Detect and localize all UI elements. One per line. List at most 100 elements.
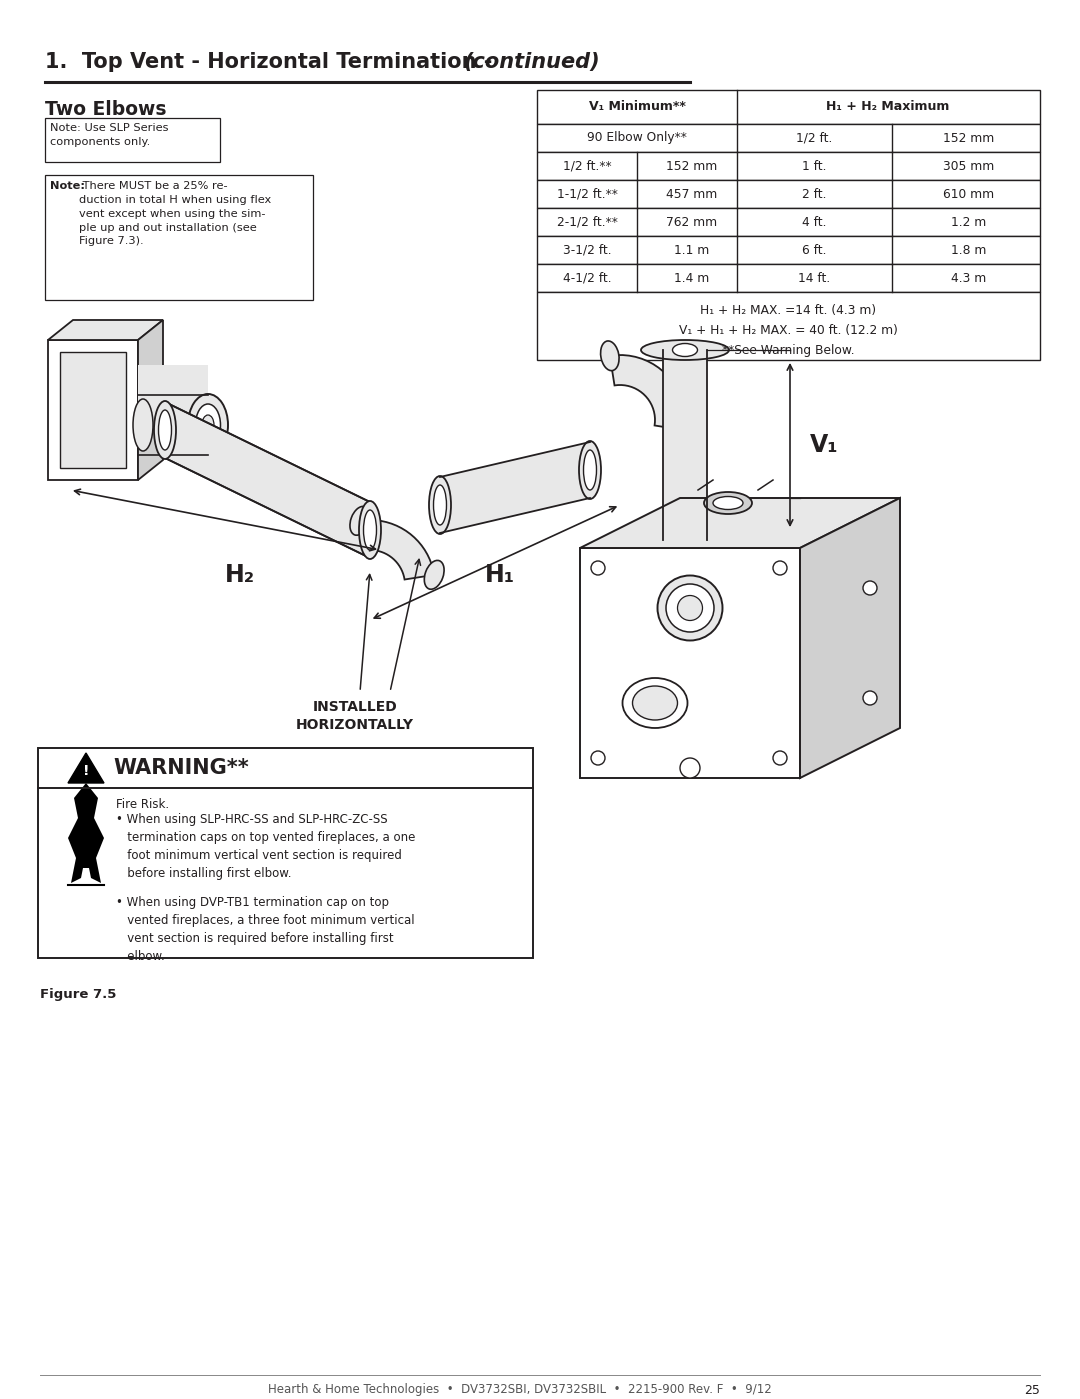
Text: 14 ft.: 14 ft. bbox=[798, 271, 831, 284]
Bar bbox=[537, 236, 1040, 264]
Text: 152 mm: 152 mm bbox=[666, 159, 717, 172]
Text: 25: 25 bbox=[1024, 1384, 1040, 1396]
Bar bbox=[663, 350, 707, 540]
Circle shape bbox=[773, 751, 787, 765]
Text: V₁ Minimum**: V₁ Minimum** bbox=[589, 101, 686, 113]
Ellipse shape bbox=[154, 402, 176, 459]
Text: V₁: V₁ bbox=[810, 434, 839, 457]
Ellipse shape bbox=[350, 506, 369, 536]
Text: 1 ft.: 1 ft. bbox=[801, 159, 826, 172]
Text: Hearth & Home Technologies  •  DV3732SBI, DV3732SBIL  •  2215-900 Rev. F  •  9/1: Hearth & Home Technologies • DV3732SBI, … bbox=[268, 1384, 772, 1396]
Text: 1/2 ft.**: 1/2 ft.** bbox=[563, 159, 611, 172]
Text: Figure 7.5: Figure 7.5 bbox=[40, 988, 117, 1002]
Text: H₁: H₁ bbox=[485, 562, 515, 588]
Ellipse shape bbox=[364, 511, 377, 550]
Bar bbox=[537, 264, 1040, 292]
Text: • When using SLP-HRC-SS and SLP-HRC-ZC-SS
   termination caps on top vented fire: • When using SLP-HRC-SS and SLP-HRC-ZC-S… bbox=[116, 813, 416, 880]
Text: H₁ + H₂ Maximum: H₁ + H₂ Maximum bbox=[826, 101, 949, 113]
Text: 2-1/2 ft.**: 2-1/2 ft.** bbox=[556, 215, 618, 228]
Text: WARNING**: WARNING** bbox=[113, 758, 248, 778]
Ellipse shape bbox=[579, 441, 600, 499]
Ellipse shape bbox=[429, 476, 451, 534]
Text: Note: Use SLP Series
components only.: Note: Use SLP Series components only. bbox=[50, 123, 168, 147]
Ellipse shape bbox=[704, 492, 752, 513]
Ellipse shape bbox=[666, 583, 714, 632]
Bar bbox=[45, 118, 220, 162]
Text: 4.3 m: 4.3 m bbox=[951, 271, 987, 284]
Polygon shape bbox=[48, 320, 163, 340]
Ellipse shape bbox=[642, 530, 729, 550]
Polygon shape bbox=[440, 442, 590, 533]
Circle shape bbox=[680, 758, 700, 778]
Bar bbox=[138, 365, 208, 425]
Text: Note:: Note: bbox=[50, 180, 85, 192]
Polygon shape bbox=[360, 520, 434, 579]
Text: 1.1 m: 1.1 m bbox=[674, 243, 710, 256]
Text: 152 mm: 152 mm bbox=[943, 132, 995, 144]
Text: 457 mm: 457 mm bbox=[666, 187, 717, 200]
Circle shape bbox=[863, 691, 877, 705]
Circle shape bbox=[591, 751, 605, 765]
Text: **See Warning Below.: **See Warning Below. bbox=[723, 344, 854, 357]
Bar bbox=[537, 180, 1040, 208]
Bar bbox=[537, 208, 1040, 236]
Bar bbox=[537, 152, 1040, 180]
Ellipse shape bbox=[188, 395, 228, 456]
Ellipse shape bbox=[159, 410, 172, 450]
Circle shape bbox=[863, 581, 877, 595]
Bar bbox=[60, 353, 126, 469]
Ellipse shape bbox=[583, 450, 596, 490]
Ellipse shape bbox=[673, 344, 698, 357]
Text: 6 ft.: 6 ft. bbox=[801, 243, 826, 256]
Ellipse shape bbox=[675, 416, 693, 445]
Text: 1.4 m: 1.4 m bbox=[674, 271, 710, 284]
Ellipse shape bbox=[600, 341, 619, 371]
Ellipse shape bbox=[359, 501, 381, 560]
Circle shape bbox=[773, 561, 787, 575]
Ellipse shape bbox=[642, 340, 729, 360]
Ellipse shape bbox=[433, 485, 446, 525]
Polygon shape bbox=[165, 402, 370, 558]
Text: • When using DVP-TB1 termination cap on top
   vented fireplaces, a three foot m: • When using DVP-TB1 termination cap on … bbox=[116, 895, 415, 963]
Text: INSTALLED
HORIZONTALLY: INSTALLED HORIZONTALLY bbox=[296, 700, 414, 733]
Text: 305 mm: 305 mm bbox=[943, 159, 995, 172]
Polygon shape bbox=[48, 340, 138, 480]
Bar bbox=[537, 292, 1040, 360]
Bar bbox=[537, 125, 1040, 152]
Text: (continued): (continued) bbox=[463, 52, 599, 71]
Text: 762 mm: 762 mm bbox=[666, 215, 717, 228]
Ellipse shape bbox=[133, 399, 153, 450]
Text: 1.  Top Vent - Horizontal Termination -: 1. Top Vent - Horizontal Termination - bbox=[45, 52, 500, 71]
Text: 4-1/2 ft.: 4-1/2 ft. bbox=[563, 271, 611, 284]
Ellipse shape bbox=[195, 404, 220, 446]
Text: There MUST be a 25% re-
duction in total H when using flex
vent except when usin: There MUST be a 25% re- duction in total… bbox=[79, 180, 271, 246]
Ellipse shape bbox=[633, 686, 677, 720]
Polygon shape bbox=[138, 320, 163, 480]
Text: 4 ft.: 4 ft. bbox=[801, 215, 826, 228]
Text: !: ! bbox=[83, 764, 90, 778]
Ellipse shape bbox=[713, 497, 743, 509]
Ellipse shape bbox=[424, 561, 444, 589]
Ellipse shape bbox=[622, 679, 688, 727]
Ellipse shape bbox=[202, 416, 214, 435]
Text: 1.2 m: 1.2 m bbox=[951, 215, 987, 228]
Text: H₁ + H₂ MAX. =14 ft. (4.3 m): H₁ + H₂ MAX. =14 ft. (4.3 m) bbox=[701, 304, 877, 318]
Text: 2 ft.: 2 ft. bbox=[801, 187, 826, 200]
Bar bbox=[38, 748, 534, 958]
Bar bbox=[537, 90, 1040, 125]
Polygon shape bbox=[800, 498, 900, 778]
Text: H₂: H₂ bbox=[225, 562, 255, 588]
Polygon shape bbox=[68, 783, 104, 883]
Text: 3-1/2 ft.: 3-1/2 ft. bbox=[563, 243, 611, 256]
Text: 1.8 m: 1.8 m bbox=[951, 243, 987, 256]
Ellipse shape bbox=[677, 596, 702, 621]
Polygon shape bbox=[68, 753, 104, 783]
Text: 1/2 ft.: 1/2 ft. bbox=[796, 132, 833, 144]
Text: 1-1/2 ft.**: 1-1/2 ft.** bbox=[556, 187, 618, 200]
Polygon shape bbox=[610, 355, 685, 429]
Bar bbox=[45, 175, 313, 299]
Polygon shape bbox=[580, 498, 900, 548]
Circle shape bbox=[591, 561, 605, 575]
Text: Two Elbows: Two Elbows bbox=[45, 99, 166, 119]
Text: V₁ + H₁ + H₂ MAX. = 40 ft. (12.2 m): V₁ + H₁ + H₂ MAX. = 40 ft. (12.2 m) bbox=[679, 325, 897, 337]
